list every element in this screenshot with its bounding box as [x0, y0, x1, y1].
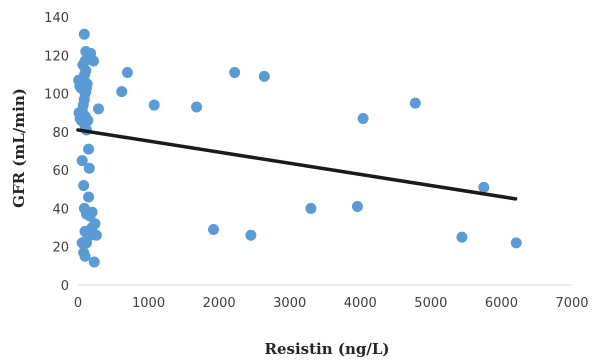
data-point — [80, 237, 92, 249]
data-point — [258, 70, 270, 82]
data-point — [121, 67, 133, 79]
trendline — [76, 128, 518, 201]
y-tick-label: 80 — [52, 126, 69, 141]
data-point — [305, 202, 317, 214]
x-tick-label: 2000 — [203, 296, 236, 311]
x-tick-label: 4000 — [344, 296, 377, 311]
x-axis-ticks: 0 1000 2000 3000 4000 5000 6000 7000 — [74, 296, 589, 311]
x-tick-label: 3000 — [273, 296, 306, 311]
data-point — [78, 28, 90, 40]
data-point — [83, 162, 95, 174]
y-tick-label: 140 — [44, 11, 69, 26]
x-tick-label: 0 — [74, 296, 82, 311]
data-point — [79, 250, 91, 262]
data-point — [148, 99, 160, 111]
y-tick-label: 120 — [44, 49, 69, 64]
x-axis-title: Resistin (ng/L) — [265, 340, 390, 358]
data-point — [76, 155, 88, 167]
data-point — [86, 206, 98, 218]
data-point — [357, 112, 369, 124]
x-tick-label: 1000 — [132, 296, 165, 311]
data-point — [83, 191, 95, 203]
data-point — [80, 45, 92, 57]
x-tick-label: 7000 — [555, 296, 588, 311]
y-axis-title: GFR (mL/min) — [10, 88, 28, 208]
data-point — [478, 181, 490, 193]
data-point — [88, 55, 100, 67]
data-point — [229, 67, 241, 79]
y-tick-label: 20 — [52, 241, 69, 256]
data-points — [73, 28, 522, 268]
data-point — [78, 179, 90, 191]
x-tick-label: 5000 — [414, 296, 447, 311]
data-point — [90, 229, 102, 241]
data-point — [92, 103, 104, 115]
data-point — [409, 97, 421, 109]
data-point — [510, 237, 522, 249]
data-point — [88, 256, 100, 268]
data-point — [116, 86, 128, 98]
y-axis-ticks: 0 20 40 60 80 100 120 140 — [44, 11, 69, 294]
x-tick-label: 6000 — [485, 296, 518, 311]
y-tick-label: 60 — [52, 164, 69, 179]
y-tick-label: 0 — [61, 279, 69, 294]
y-tick-label: 40 — [52, 202, 69, 217]
data-point — [351, 201, 363, 213]
data-point — [456, 231, 468, 243]
y-tick-label: 100 — [44, 88, 69, 103]
data-point — [83, 143, 95, 155]
data-point — [245, 229, 257, 241]
data-point — [191, 101, 203, 113]
data-point — [207, 223, 219, 235]
